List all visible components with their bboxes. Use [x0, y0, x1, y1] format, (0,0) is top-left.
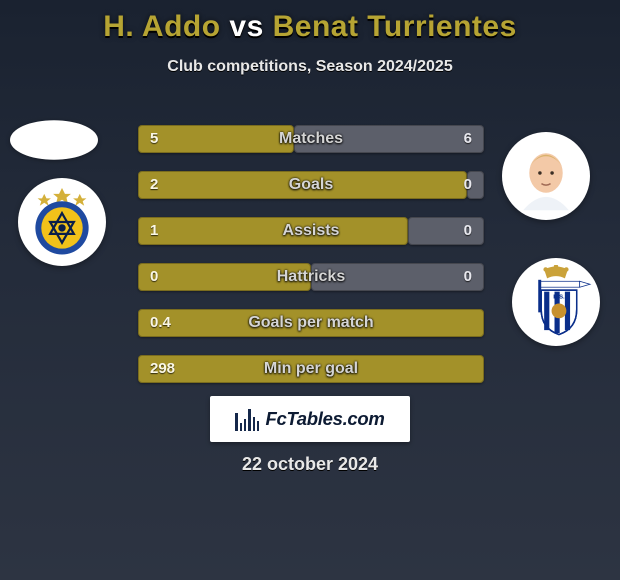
- stat-row: 0.4Goals per match: [138, 309, 484, 337]
- stat-row: 56Matches: [138, 125, 484, 153]
- stats-bars: 56Matches20Goals10Assists00Hattricks0.4G…: [138, 125, 484, 401]
- fctables-logo[interactable]: FcTables.com: [210, 396, 410, 442]
- svg-text:R.S.: R.S.: [553, 294, 565, 300]
- stat-right-value: 0: [452, 263, 484, 291]
- player1-avatar: [10, 120, 98, 160]
- bar-left: [138, 309, 484, 337]
- subtitle: Club competitions, Season 2024/2025: [0, 58, 620, 76]
- stat-left-value: 5: [138, 125, 170, 153]
- player2-avatar: [502, 132, 590, 220]
- stat-row: 298Min per goal: [138, 355, 484, 383]
- stat-left-value: 0.4: [138, 309, 183, 337]
- bar-left: [138, 355, 484, 383]
- title-vs: vs: [229, 10, 263, 43]
- stat-left-value: 1: [138, 217, 170, 245]
- player1-name: H. Addo: [103, 10, 220, 43]
- real-sociedad-crest-icon: R.S.: [519, 265, 593, 339]
- bar-left: [138, 171, 467, 199]
- stat-left-value: 0: [138, 263, 170, 291]
- player1-club-crest: [18, 178, 106, 266]
- stat-left-value: 2: [138, 171, 170, 199]
- player2-club-crest: R.S.: [512, 258, 600, 346]
- stat-row: 20Goals: [138, 171, 484, 199]
- stat-right-value: 0: [452, 217, 484, 245]
- comparison-card: H. Addo vs Benat Turrientes Club competi…: [0, 0, 620, 580]
- bar-left: [138, 217, 408, 245]
- stat-row: 10Assists: [138, 217, 484, 245]
- fctables-bars-icon: [235, 407, 259, 431]
- maccabi-crest-icon: [25, 185, 99, 259]
- player2-face-icon: [508, 138, 584, 214]
- title-row: H. Addo vs Benat Turrientes: [0, 0, 620, 44]
- fctables-label: FcTables.com: [265, 408, 384, 430]
- stat-right-value: 0: [452, 171, 484, 199]
- player2-name: Benat Turrientes: [273, 10, 517, 43]
- stat-left-value: 298: [138, 355, 187, 383]
- stat-right-value: 6: [452, 125, 484, 153]
- date-label: 22 october 2024: [0, 454, 620, 475]
- stat-row: 00Hattricks: [138, 263, 484, 291]
